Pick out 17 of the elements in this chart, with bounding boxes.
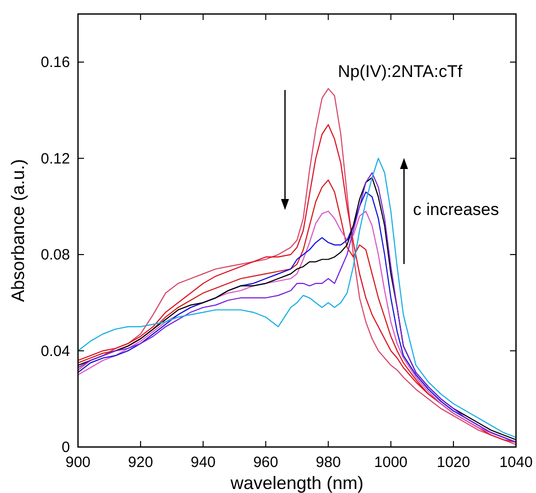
x-tick-label: 960	[253, 454, 278, 471]
x-tick-label: 1040	[499, 454, 533, 471]
y-tick-label: 0.16	[40, 54, 70, 72]
y-tick-label: 0.08	[40, 246, 70, 264]
y-tick-label: 0	[62, 439, 70, 456]
x-tick-label: 920	[128, 454, 154, 471]
x-tick-label: 1020	[436, 454, 470, 471]
x-tick-label: 1000	[374, 454, 408, 471]
x-tick-label: 980	[316, 454, 341, 471]
x-axis-title: wavelength (nm)	[229, 473, 364, 493]
annotation: c increases	[413, 200, 499, 219]
x-tick-label: 900	[65, 454, 91, 471]
y-tick-label: 0.04	[40, 342, 70, 360]
y-axis-title: Absorbance (a.u.)	[8, 158, 28, 302]
x-tick-label: 940	[190, 454, 216, 471]
y-tick-label: 0.12	[40, 150, 70, 168]
annotation: Np(IV):2NTA:cTf	[338, 62, 462, 81]
